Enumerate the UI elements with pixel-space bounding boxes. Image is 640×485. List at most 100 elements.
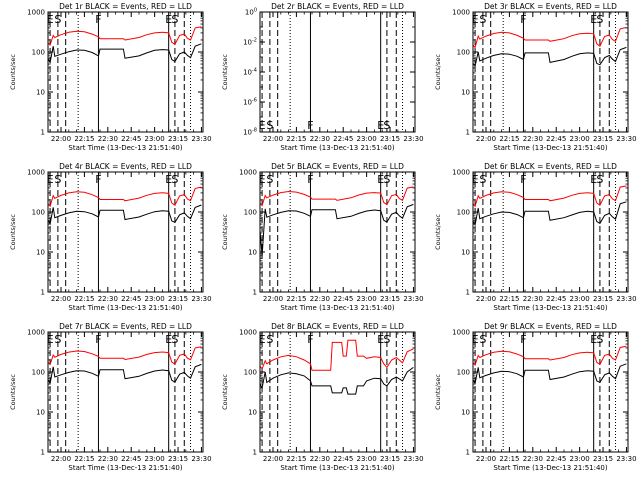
x-tick-label: 22:00 (263, 455, 283, 463)
x-tick-label: 23:15 (168, 135, 188, 143)
y-tick-label: 100 (245, 8, 257, 17)
x-tick-label: 23:30 (403, 135, 423, 143)
x-tick-label: 22:15 (286, 135, 306, 143)
y-tick-label: 100 (32, 49, 45, 57)
y-tick-label: 1000 (452, 329, 470, 337)
x-tick-label: 23:00 (570, 455, 590, 463)
y-tick-label: 10-2 (243, 38, 257, 47)
marker-label: E (259, 333, 266, 346)
x-tick-label: 22:00 (51, 295, 71, 303)
marker-label: F (307, 333, 313, 346)
y-tick-label: 10-8 (243, 128, 257, 137)
x-tick-label: 23:15 (380, 135, 400, 143)
marker-label: S (266, 333, 273, 346)
x-tick-label: 23:00 (357, 295, 377, 303)
marker-label: S (479, 13, 486, 26)
x-tick-label: 23:30 (616, 455, 636, 463)
series-lld-line (260, 186, 414, 207)
x-tick-label: 22:45 (333, 295, 353, 303)
marker-label: E (377, 119, 384, 132)
x-tick-label: 22:15 (74, 455, 94, 463)
x-tick-label: 23:30 (616, 135, 636, 143)
marker-label: E (377, 173, 384, 186)
marker-label: E (47, 173, 54, 186)
x-tick-label: 23:30 (616, 295, 636, 303)
x-tick-label: 22:30 (98, 455, 118, 463)
marker-label: E (47, 13, 54, 26)
trace-layer (260, 339, 414, 395)
panel-title: Det 9r BLACK = Events, RED = LLD (484, 322, 617, 331)
marker-label: S (383, 333, 390, 346)
plot-frame (47, 171, 204, 293)
marker-label: E (472, 333, 479, 346)
x-tick-label: 22:45 (546, 455, 566, 463)
marker-label: E (47, 333, 54, 346)
y-tick-label: 1000 (452, 169, 470, 177)
marker-label: S (383, 119, 390, 132)
marker-label: E (165, 173, 172, 186)
x-tick-label: 22:45 (546, 295, 566, 303)
x-axis-label: Start Time (13-Dec-13 21:51:40) (280, 144, 394, 152)
marker-label: F (520, 333, 526, 346)
x-tick-label: 23:15 (593, 455, 613, 463)
series-events-line (260, 366, 414, 395)
y-tick-label: 100 (457, 209, 470, 217)
marker-label: S (596, 173, 603, 186)
y-tick-label: 10 (36, 409, 45, 417)
y-axis-label: Counts/sec (434, 374, 442, 410)
x-tick-label: 22:15 (74, 135, 94, 143)
panel-det-1r: Det 1r BLACK = Events, RED = LLD Counts/s… (9, 2, 212, 152)
marker-label: S (54, 173, 61, 186)
marker-label: E (377, 333, 384, 346)
plot-frame (472, 171, 629, 293)
x-tick-label: 23:30 (191, 455, 211, 463)
y-tick-label: 100 (457, 49, 470, 57)
x-tick-label: 22:30 (310, 295, 330, 303)
marker-label: E (165, 333, 172, 346)
marker-label: S (54, 333, 61, 346)
y-tick-label: 100 (32, 209, 45, 217)
marker-label: E (259, 173, 266, 186)
x-tick-label: 23:00 (570, 295, 590, 303)
marker-label: S (54, 13, 61, 26)
trace-layer (48, 346, 202, 385)
x-axis-label: Start Time (13-Dec-13 21:51:40) (68, 304, 182, 312)
series-lld-line (473, 185, 627, 208)
x-tick-label: 22:15 (499, 295, 519, 303)
y-tick-label: 10 (248, 409, 257, 417)
plot-frame (259, 331, 416, 453)
marker-label: F (95, 333, 101, 346)
y-tick-label: 10 (461, 249, 470, 257)
x-tick-label: 23:00 (145, 295, 165, 303)
y-axis-label: Counts/sec (221, 374, 229, 410)
marker-label: S (266, 119, 273, 132)
y-tick-label: 100 (244, 209, 257, 217)
x-tick-label: 23:30 (403, 455, 423, 463)
x-tick-label: 23:30 (191, 135, 211, 143)
x-tick-label: 23:30 (403, 295, 423, 303)
marker-label: F (307, 173, 313, 186)
marker-label: S (596, 333, 603, 346)
panel-det-7r: Det 7r BLACK = Events, RED = LLD Counts/s… (9, 322, 212, 472)
y-tick-label: 10 (461, 409, 470, 417)
x-tick-label: 23:00 (357, 455, 377, 463)
marker-label: E (165, 13, 172, 26)
x-tick-label: 22:15 (286, 455, 306, 463)
panel-det-2r: Det 2r BLACK = Events, RED = LLD Counts/s… (221, 2, 424, 152)
y-tick-label: 10-6 (243, 98, 257, 107)
panel-det-5r: Det 5r BLACK = Events, RED = LLD Counts/s… (221, 162, 424, 312)
plot-frame (259, 171, 416, 293)
marker-label: E (590, 173, 597, 186)
marker-label: F (95, 13, 101, 26)
series-events-line (48, 363, 202, 385)
panel-title: Det 5r BLACK = Events, RED = LLD (271, 162, 404, 171)
panel-title: Det 4r BLACK = Events, RED = LLD (59, 162, 192, 171)
panel-det-9r: Det 9r BLACK = Events, RED = LLD Counts/s… (434, 322, 637, 472)
panel-title: Det 1r BLACK = Events, RED = LLD (59, 2, 192, 11)
x-tick-label: 22:00 (263, 295, 283, 303)
x-axis-label: Start Time (13-Dec-13 21:51:40) (493, 144, 607, 152)
x-tick-label: 22:30 (523, 295, 543, 303)
x-tick-label: 22:45 (333, 455, 353, 463)
panel-det-6r: Det 6r BLACK = Events, RED = LLD Counts/s… (434, 162, 637, 312)
